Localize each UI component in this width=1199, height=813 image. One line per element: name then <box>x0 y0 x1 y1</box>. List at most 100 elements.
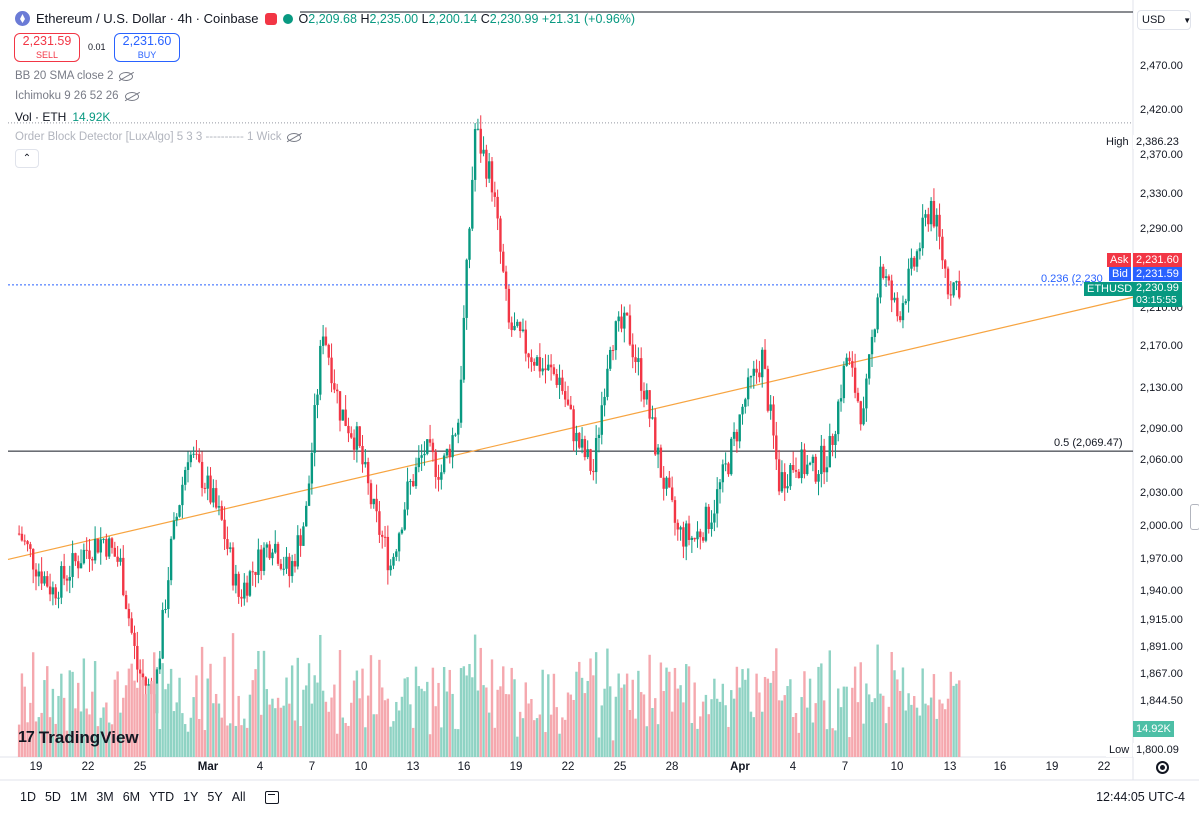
ethereum-logo-icon <box>15 11 30 26</box>
candle-body <box>302 526 305 546</box>
volume-bar <box>625 673 629 757</box>
candle-body <box>775 435 778 460</box>
candle-body <box>910 257 913 269</box>
indicator-bb[interactable]: BB 20 SMA close 2 <box>15 70 134 82</box>
volume-bar <box>327 711 330 757</box>
market-status-icon[interactable] <box>264 12 277 25</box>
time-tick-label: Apr <box>730 761 750 773</box>
candle-body <box>502 251 505 272</box>
candle-body <box>955 281 958 283</box>
tradingview-logo[interactable]: 17 TradingView <box>18 728 139 747</box>
candle-body <box>40 571 43 584</box>
volume-bar <box>74 708 77 757</box>
hidden-eye-icon[interactable] <box>287 132 302 142</box>
volume-bar <box>82 658 86 757</box>
candle-body <box>310 452 314 484</box>
volume-bar <box>319 634 322 757</box>
buy-button[interactable]: 2,231.60 BUY <box>114 33 180 62</box>
indicator-ichimoku[interactable]: Ichimoku 9 26 52 26 <box>15 90 139 102</box>
volume-bar <box>37 717 41 757</box>
clock[interactable]: 12:44:05 UTC-4 <box>1096 790 1185 804</box>
ask-value: 2,231.60 <box>1133 253 1182 267</box>
volume-bar <box>288 703 291 757</box>
volume-bar <box>538 714 542 757</box>
volume-bar <box>305 685 308 757</box>
candle-body <box>898 316 902 321</box>
candle-body <box>268 544 271 559</box>
volume-bar <box>403 678 406 757</box>
volume-bar <box>586 680 589 757</box>
panel-resize-handle[interactable] <box>1190 504 1199 530</box>
volume-bar <box>454 728 457 757</box>
volume-bar <box>569 694 573 757</box>
range-button-1y[interactable]: 1Y <box>183 790 199 804</box>
price-tick-label: 2,000.00 <box>1140 520 1183 532</box>
candle-body <box>231 547 235 586</box>
volume-bar <box>459 668 463 757</box>
volume-bar <box>504 694 508 757</box>
volume-bar <box>268 704 271 757</box>
volume-bar <box>803 671 806 757</box>
time-tick-label: 10 <box>890 761 904 773</box>
candle-body <box>611 349 615 351</box>
volume-bar <box>400 696 404 757</box>
volume-bar <box>310 703 314 757</box>
volume-bar <box>257 650 260 757</box>
candle-body <box>127 608 131 619</box>
volume-bar <box>808 678 812 757</box>
candle-body <box>113 547 117 557</box>
candle-body <box>715 489 719 514</box>
calendar-icon[interactable] <box>264 790 279 804</box>
volume-bar <box>65 730 69 757</box>
volume-bar <box>457 729 460 757</box>
range-button-5d[interactable]: 5D <box>44 790 61 804</box>
volume-bar <box>659 662 663 757</box>
price-tick-label: 1,891.00 <box>1140 641 1183 653</box>
volume-bar <box>744 679 747 757</box>
currency-select[interactable]: USD ▼ <box>1137 10 1191 30</box>
volume-bar <box>262 650 266 757</box>
tradingview-mark-icon: 17 <box>18 729 35 746</box>
volume-bar <box>198 718 201 757</box>
volume-bar <box>259 714 263 757</box>
candle-body <box>783 472 786 489</box>
volume-bar <box>797 732 801 757</box>
hidden-eye-icon[interactable] <box>119 71 134 81</box>
volume-bar <box>445 691 449 757</box>
range-button-all[interactable]: All <box>231 790 246 804</box>
volume-bar <box>417 686 421 757</box>
candle-body <box>212 488 215 503</box>
price-tick-label: 2,290.00 <box>1140 223 1183 235</box>
indicator-volume[interactable]: Vol · ETH 14.92K <box>15 110 111 124</box>
volume-bar <box>203 730 207 757</box>
volume-bar <box>620 687 623 757</box>
indicator-order-block[interactable]: Order Block Detector [LuxAlgo] 5 3 3 ---… <box>15 131 302 143</box>
volume-bar <box>563 719 567 757</box>
candle-body <box>834 434 837 445</box>
volume-bar <box>516 736 519 757</box>
volume-bar <box>701 701 705 757</box>
candle-body <box>403 509 406 530</box>
candle-body <box>487 161 491 179</box>
range-button-1m[interactable]: 1M <box>69 790 88 804</box>
volume-bar <box>682 702 685 757</box>
symbol-title[interactable]: Ethereum / U.S. Dollar · 4h · Coinbase <box>36 11 259 26</box>
range-button-ytd[interactable]: YTD <box>149 790 175 804</box>
candle-body <box>440 472 443 480</box>
range-button-1d[interactable]: 1D <box>20 790 36 804</box>
collapse-legend-button[interactable]: ⌃ <box>15 149 39 168</box>
volume-bar <box>628 709 632 757</box>
range-button-5y[interactable]: 5Y <box>207 790 223 804</box>
candle-body <box>223 519 226 540</box>
candle-body <box>82 549 86 564</box>
candle-body <box>513 325 516 331</box>
volume-bar <box>406 677 409 757</box>
range-button-6m[interactable]: 6M <box>122 790 141 804</box>
hidden-eye-icon[interactable] <box>124 91 139 101</box>
price-tick-label: 2,420.00 <box>1140 104 1183 116</box>
settings-gear-icon[interactable] <box>1156 761 1169 774</box>
volume-bar <box>26 722 29 757</box>
sell-button[interactable]: 2,231.59 SELL <box>14 33 80 62</box>
range-button-3m[interactable]: 3M <box>96 790 114 804</box>
